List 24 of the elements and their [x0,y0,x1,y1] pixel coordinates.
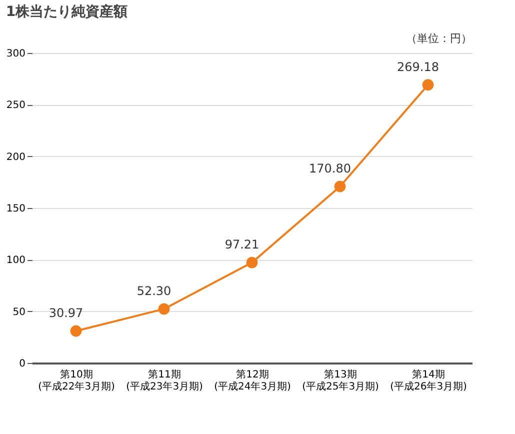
data-label: 30.97 [48,306,84,320]
y-tick-label: 50 [12,306,26,318]
x-tick-label: 第12期 (平成24年3月期) [214,368,292,392]
y-tick-label: 150 [6,204,26,214]
point [422,79,434,91]
y-tick-label: 250 [6,100,26,112]
y-tick-label: 0 [19,358,26,370]
data-label: 269.18 [397,60,439,74]
x-tick-label: 第10期 (平成22年3月期) [38,368,116,392]
point [246,256,258,268]
data-label: 170.80 [309,162,351,176]
x-tick-label: 第13期 (平成25年3月期) [302,368,380,392]
chart-title: 1株当たり純資産額 [6,3,128,20]
x-tick-label: 第14期 (平成26年3月期) [390,368,468,392]
y-tick-label: 300 [6,48,26,60]
y-tick-label: 200 [6,152,26,163]
data-label: 52.30 [136,284,172,298]
data-label: 97.21 [224,238,260,252]
y-tick-label: 100 [6,255,26,266]
text: （単位：円） [406,32,472,45]
point [158,303,170,315]
point [70,325,82,337]
point [334,180,346,192]
x-tick-label: 第11期 (平成23年3月期) [126,368,204,392]
